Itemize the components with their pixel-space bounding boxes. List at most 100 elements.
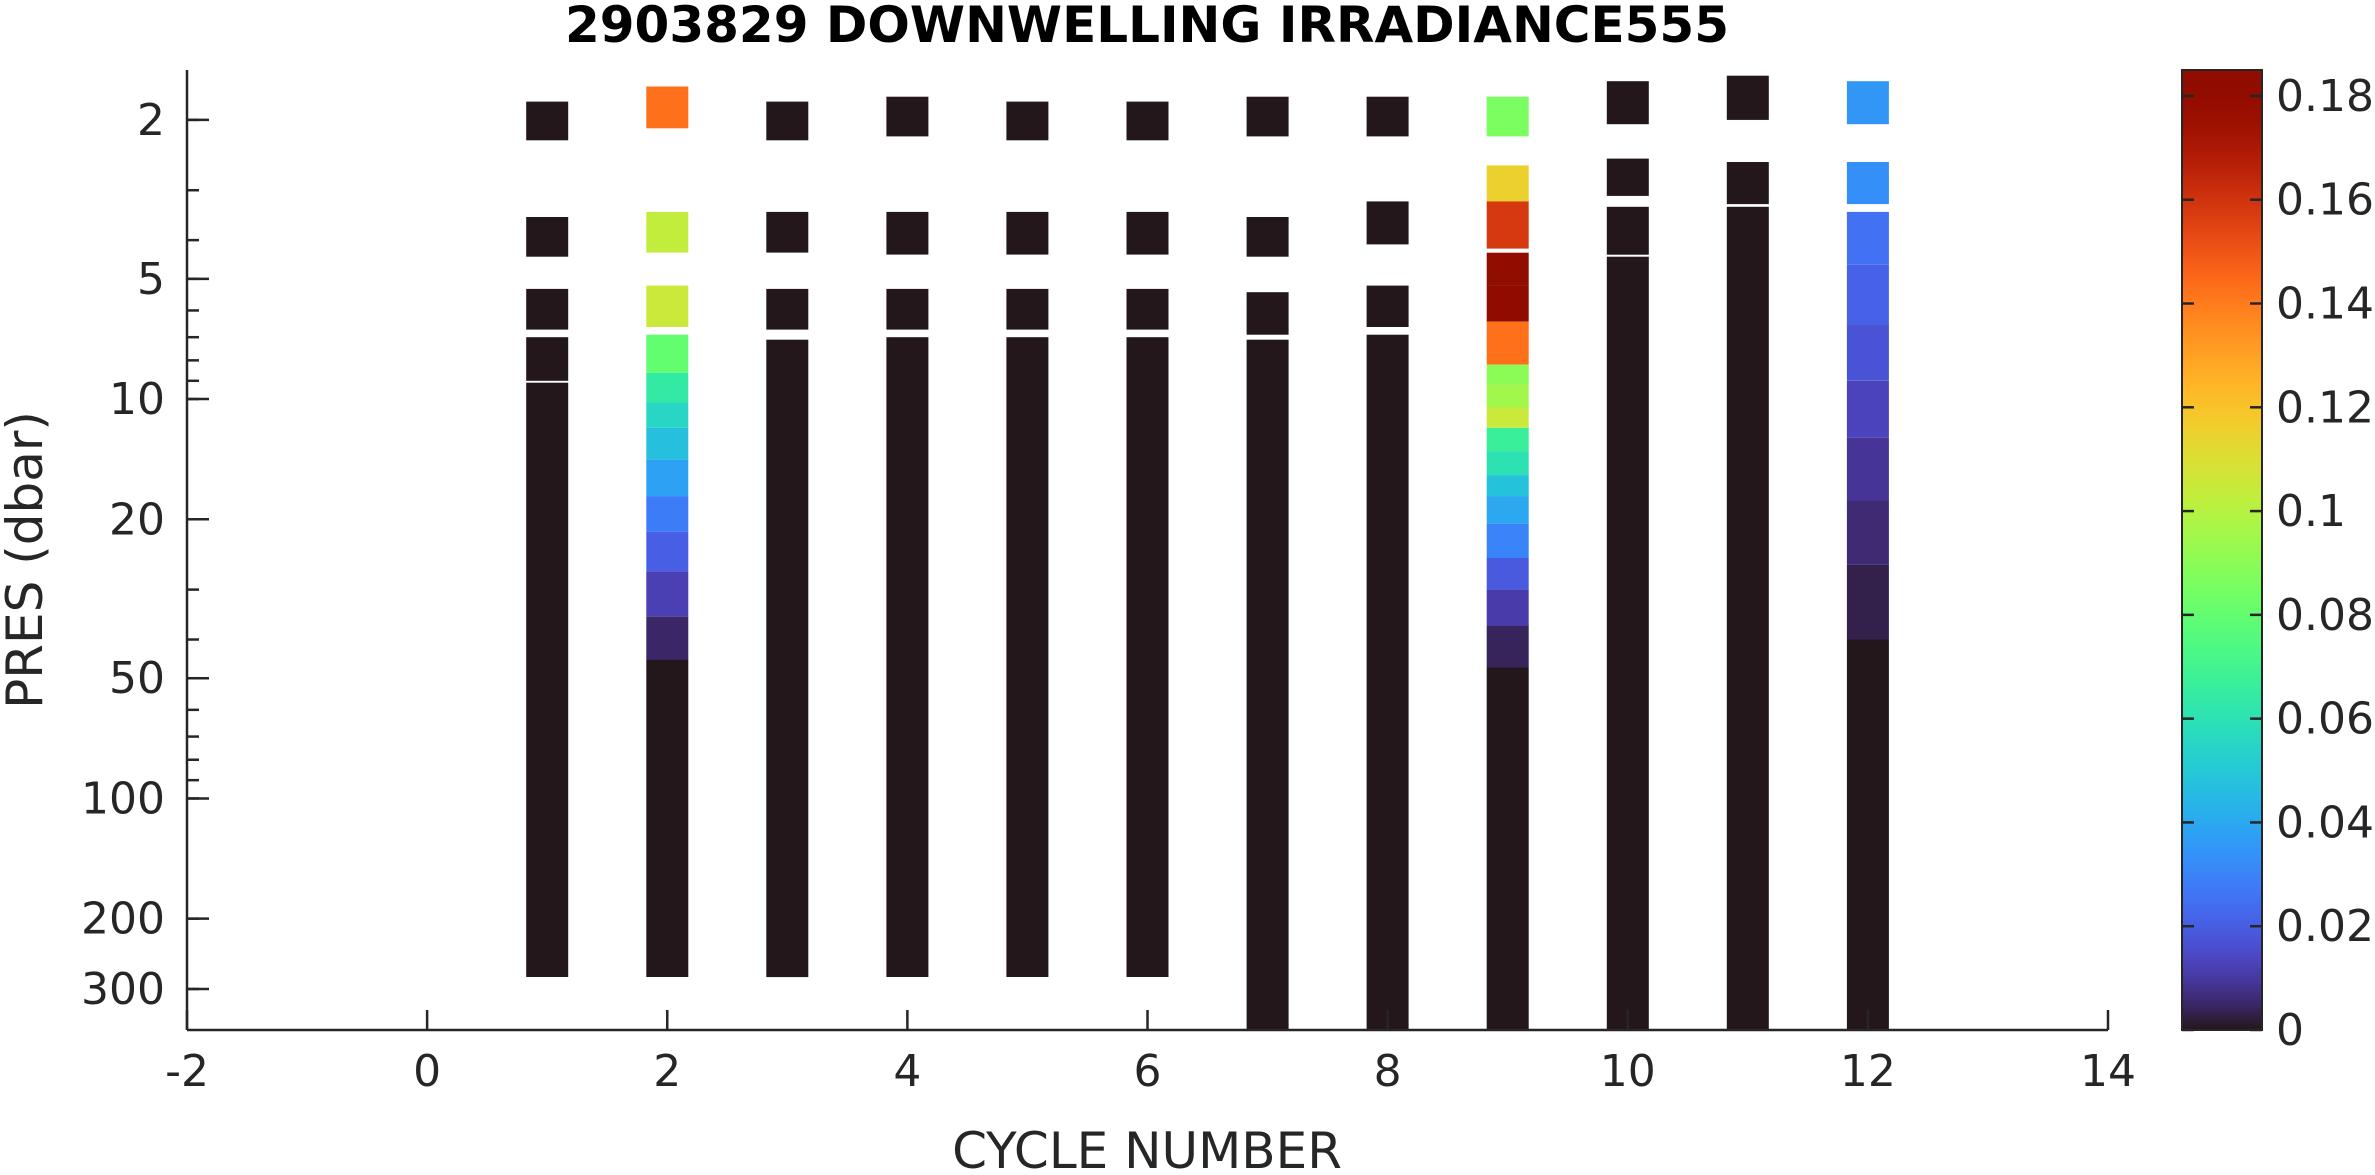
y-tick-label: 5 bbox=[137, 254, 165, 305]
cell-cycle-12 bbox=[1846, 264, 1889, 325]
colorbar-tick-label: 0.06 bbox=[2276, 694, 2374, 745]
x-tick-label: 0 bbox=[413, 1046, 441, 1097]
cell-cycle-9 bbox=[1486, 558, 1529, 590]
colorbar-tick-label: 0.02 bbox=[2276, 901, 2374, 952]
cell-cycle-9 bbox=[1486, 165, 1529, 202]
cell-cycle-9 bbox=[1486, 523, 1529, 558]
cell-cycle-11 bbox=[1726, 162, 1769, 205]
cell-cycle-3 bbox=[766, 288, 809, 330]
cell-cycle-9 bbox=[1486, 589, 1529, 626]
cell-cycle-1 bbox=[526, 337, 569, 381]
cell-cycle-12 bbox=[1846, 501, 1889, 565]
y-tick-label: 20 bbox=[109, 494, 165, 545]
cell-cycle-11 bbox=[1726, 75, 1769, 120]
y-tick-label: 100 bbox=[81, 773, 165, 824]
axes: -2 0 2 4 6 8 10 12 14 2 5 10 20 50 100 200 300 bbox=[81, 70, 2136, 1097]
cell-cycle-12 bbox=[1846, 162, 1889, 205]
cell-cycle-3 bbox=[766, 101, 809, 141]
cell-cycle-9 bbox=[1486, 475, 1529, 497]
cell-cycle-9 bbox=[1486, 201, 1529, 249]
cell-cycle-1 bbox=[526, 101, 569, 141]
cell-cycle-10 bbox=[1606, 81, 1649, 125]
cell-cycle-2 bbox=[646, 571, 689, 617]
cell-cycle-2 bbox=[646, 531, 689, 572]
cell-cycle-3 bbox=[766, 339, 809, 978]
cell-cycle-9 bbox=[1486, 667, 1529, 1030]
colorbar-tick-label: 0.18 bbox=[2276, 71, 2374, 122]
cell-cycle-9 bbox=[1486, 626, 1529, 668]
cell-cycle-5 bbox=[1006, 211, 1049, 255]
cell-cycle-1 bbox=[526, 382, 569, 977]
cell-cycle-4 bbox=[886, 337, 929, 977]
cell-cycle-12 bbox=[1846, 437, 1889, 501]
x-tick-label: 8 bbox=[1374, 1046, 1402, 1097]
cell-cycle-6 bbox=[1126, 101, 1169, 141]
cell-cycle-5 bbox=[1006, 288, 1049, 330]
y-tick-label: 50 bbox=[109, 653, 165, 704]
cell-cycle-9 bbox=[1486, 96, 1529, 137]
y-tick-label: 300 bbox=[81, 964, 165, 1015]
cell-cycle-9 bbox=[1486, 321, 1529, 365]
x-axis-label: CYCLE NUMBER bbox=[952, 1122, 1342, 1175]
x-tick-label: 6 bbox=[1134, 1046, 1162, 1097]
colorbar-tick-label: 0.14 bbox=[2276, 279, 2374, 330]
cell-cycle-9 bbox=[1486, 285, 1529, 322]
cell-cycle-10 bbox=[1606, 256, 1649, 1030]
cell-cycle-7 bbox=[1246, 217, 1289, 257]
cell-cycle-1 bbox=[526, 288, 569, 330]
x-tick-label: 2 bbox=[653, 1046, 681, 1097]
cell-cycle-7 bbox=[1246, 339, 1289, 1030]
cell-cycle-8 bbox=[1366, 285, 1409, 327]
cell-cycle-12 bbox=[1846, 564, 1889, 640]
cell-cycle-9 bbox=[1486, 384, 1529, 408]
x-tick-label: 14 bbox=[2080, 1046, 2136, 1097]
cell-cycle-9 bbox=[1486, 451, 1529, 476]
colorbar-tick-label: 0.1 bbox=[2276, 486, 2346, 537]
cell-cycle-9 bbox=[1486, 427, 1529, 452]
cell-cycle-4 bbox=[886, 288, 929, 330]
cell-cycle-12 bbox=[1846, 380, 1889, 438]
cell-cycle-2 bbox=[646, 616, 689, 660]
colorbar-tick-label: 0.04 bbox=[2276, 797, 2374, 848]
cell-cycle-4 bbox=[886, 211, 929, 255]
cell-cycle-5 bbox=[1006, 337, 1049, 977]
cell-cycle-12 bbox=[1846, 81, 1889, 125]
cell-cycle-12 bbox=[1846, 324, 1889, 381]
cell-cycle-1 bbox=[526, 217, 569, 257]
cell-cycle-3 bbox=[766, 211, 809, 253]
cell-cycle-9 bbox=[1486, 252, 1529, 286]
cell-cycle-8 bbox=[1366, 201, 1409, 245]
cell-cycle-8 bbox=[1366, 96, 1409, 137]
colorbar-tick-label: 0.08 bbox=[2276, 590, 2374, 641]
cell-cycle-2 bbox=[646, 285, 689, 327]
cell-cycle-7 bbox=[1246, 96, 1289, 137]
cell-cycle-7 bbox=[1246, 292, 1289, 335]
cell-cycle-9 bbox=[1486, 407, 1529, 428]
y-tick-label: 10 bbox=[109, 374, 165, 425]
colorbar-scale bbox=[2181, 69, 2263, 1031]
colorbar-tick-label: 0 bbox=[2276, 1005, 2304, 1056]
cell-cycle-2 bbox=[646, 496, 689, 532]
y-tick-label: 200 bbox=[81, 894, 165, 945]
cell-cycle-6 bbox=[1126, 211, 1169, 255]
cell-cycle-12 bbox=[1846, 211, 1889, 265]
cell-cycle-2 bbox=[646, 659, 689, 977]
data-cells bbox=[526, 75, 1889, 1031]
cell-cycle-2 bbox=[646, 372, 689, 403]
cell-cycle-2 bbox=[646, 427, 689, 460]
cell-cycle-2 bbox=[646, 334, 689, 373]
x-tick-label: -2 bbox=[165, 1046, 209, 1097]
cell-cycle-10 bbox=[1606, 206, 1649, 255]
colorbar-tick-label: 0.12 bbox=[2276, 382, 2374, 433]
cell-cycle-4 bbox=[886, 96, 929, 137]
cell-cycle-2 bbox=[646, 402, 689, 428]
x-tick-label: 12 bbox=[1840, 1046, 1896, 1097]
cell-cycle-9 bbox=[1486, 364, 1529, 385]
x-tick-label: 4 bbox=[893, 1046, 921, 1097]
colorbar: 0 0.02 0.04 0.06 0.08 0.1 0.12 0.14 0.16 0.18 bbox=[2181, 69, 2374, 1056]
cell-cycle-8 bbox=[1366, 334, 1409, 1030]
cell-cycle-2 bbox=[646, 86, 689, 129]
colorbar-tick-label: 0.16 bbox=[2276, 175, 2374, 226]
cell-cycle-6 bbox=[1126, 337, 1169, 977]
